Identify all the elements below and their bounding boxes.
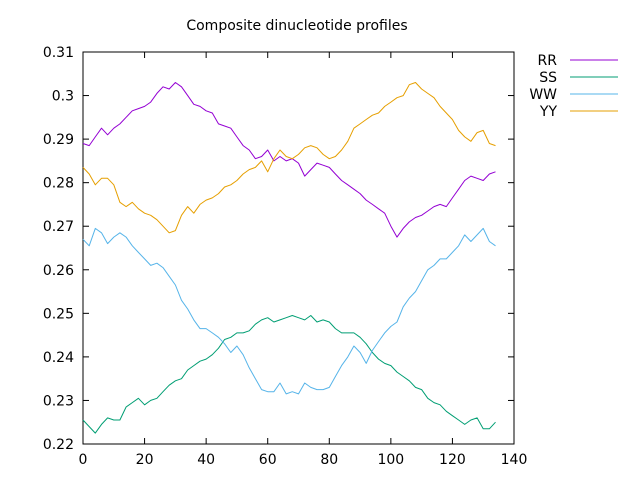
y-tick-label: 0.27 — [43, 219, 74, 235]
x-tick-label: 0 — [79, 452, 88, 468]
legend-label-ww: WW — [529, 87, 557, 103]
x-tick-label: 60 — [259, 452, 277, 468]
y-tick-label: 0.31 — [43, 45, 74, 61]
y-tick-label: 0.22 — [43, 437, 74, 453]
x-axis: 0 20 40 60 80 100 120 140 — [79, 52, 528, 468]
x-tick-label: 80 — [320, 452, 338, 468]
x-tick-label: 100 — [377, 452, 404, 468]
x-tick-label: 140 — [501, 452, 528, 468]
plot-axes — [82, 51, 515, 445]
x-tick-label: 20 — [136, 452, 154, 468]
legend-label-yy: YY — [539, 104, 558, 120]
legend-label-ss: SS — [539, 70, 557, 86]
series-lines — [82, 82, 496, 434]
series-line-rr — [82, 82, 496, 238]
y-tick-label: 0.23 — [43, 393, 74, 409]
series-line-yy — [82, 82, 496, 234]
y-tick-label: 0.26 — [43, 263, 74, 279]
y-tick-label: 0.25 — [43, 306, 74, 322]
y-tick-label: 0.24 — [43, 350, 74, 366]
x-tick-label: 120 — [439, 452, 466, 468]
y-tick-label: 0.28 — [43, 176, 74, 192]
series-line-ww — [82, 227, 496, 395]
y-tick-label: 0.3 — [52, 89, 74, 105]
chart-title: Composite dinucleotide profiles — [186, 18, 407, 34]
y-tick-label: 0.29 — [43, 132, 74, 148]
legend-label-rr: RR — [538, 53, 558, 69]
plot-frame — [82, 51, 515, 445]
x-tick-label: 40 — [197, 452, 215, 468]
series-line-ss — [82, 315, 496, 434]
y-axis: 0.22 0.23 0.24 0.25 0.26 0.27 0.28 0.29 0.3 0.31 — [43, 45, 514, 453]
